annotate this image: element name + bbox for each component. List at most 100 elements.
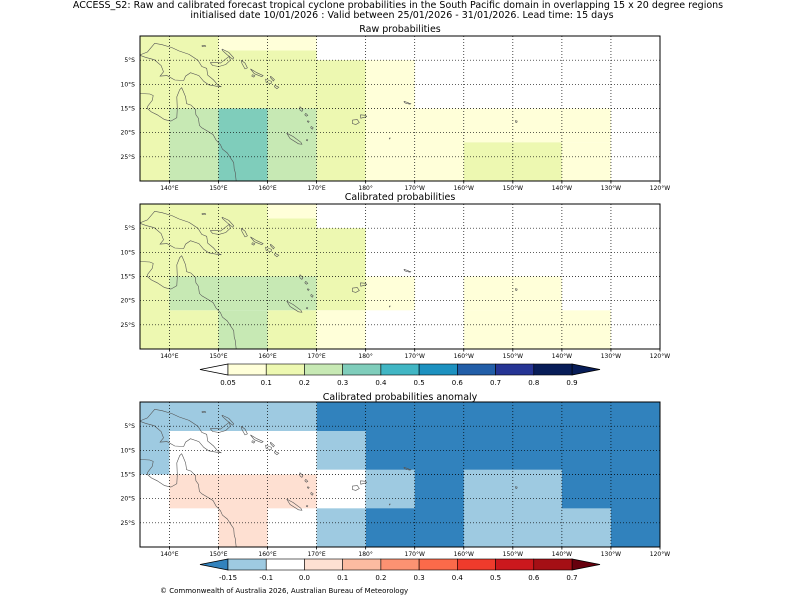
copyright-text: © Commonwealth of Australia 2026, Austra… bbox=[160, 587, 408, 595]
x-tick-label-9: 130°W bbox=[601, 185, 621, 192]
coastline-0 bbox=[140, 453, 237, 547]
colorbar-swatch-7 bbox=[495, 363, 535, 376]
colorbar-anomaly: -0.15 -0.1 0.0 0.1 0.2 0.3 0.4 0.5 0.6 0.7 bbox=[199, 558, 601, 582]
x-tick-label-7: 150°W bbox=[503, 551, 523, 558]
coastline-9 bbox=[274, 451, 280, 456]
grid-cell-4 bbox=[267, 474, 317, 509]
coastline-15 bbox=[286, 300, 303, 313]
grid-cell-8 bbox=[316, 60, 366, 181]
y-tick-label-2: 15°S bbox=[121, 472, 136, 479]
grid-cell-13 bbox=[463, 142, 562, 181]
colorbar-swatch-5 bbox=[418, 363, 458, 376]
x-tick-label-1: 150°E bbox=[209, 353, 227, 360]
grid-cell-5 bbox=[218, 36, 317, 51]
coastline-3 bbox=[221, 414, 235, 426]
x-tick-label-8: 140°W bbox=[552, 551, 572, 558]
colorbar-swatch-1 bbox=[265, 558, 305, 571]
coastline-4 bbox=[201, 45, 207, 47]
x-tick-label-4: 180° bbox=[358, 551, 372, 558]
x-tick-label-1: 150°E bbox=[209, 185, 227, 192]
coastline-10 bbox=[251, 440, 256, 444]
y-tick-label-0: 5°S bbox=[124, 423, 135, 430]
x-tick-label-3: 170°E bbox=[307, 353, 325, 360]
x-tick-label-9: 130°W bbox=[601, 353, 621, 360]
colorbar-swatch-6 bbox=[457, 363, 496, 376]
coastline-2 bbox=[209, 421, 231, 433]
suptitle-line2: initialised date 10/01/2026 : Valid betw… bbox=[190, 10, 613, 21]
x-tick-label-6: 160°W bbox=[454, 551, 474, 558]
y-tick-label-0: 5°S bbox=[124, 57, 135, 64]
suptitle-line1: ACCESS_S2: Raw and calibrated forecast t… bbox=[73, 0, 723, 11]
x-tick-label-7: 150°W bbox=[503, 353, 523, 360]
grid-cell-0 bbox=[140, 36, 170, 181]
grid-cell-12 bbox=[463, 276, 562, 311]
colorbar-under-extend bbox=[199, 363, 229, 376]
grid-cell-2 bbox=[169, 276, 268, 311]
coastline-7 bbox=[265, 78, 272, 85]
coastline-6 bbox=[250, 434, 264, 443]
colorbar-swatch-8 bbox=[533, 363, 573, 376]
y-tick-label-0: 5°S bbox=[124, 225, 135, 232]
x-tick-label-10: 120°W bbox=[650, 551, 670, 558]
coastline-12 bbox=[304, 281, 309, 285]
x-tick-label-3: 170°E bbox=[307, 185, 325, 192]
coastline-0 bbox=[140, 87, 237, 181]
coastline-8 bbox=[270, 243, 275, 250]
panel-anomaly-title: Calibrated probabilities anomaly bbox=[323, 392, 478, 403]
grid-cell-11 bbox=[365, 276, 415, 311]
coastline-5 bbox=[240, 59, 248, 70]
colorbar-over-extend bbox=[571, 363, 601, 376]
x-tick-label-5: 170°W bbox=[405, 185, 425, 192]
panel-raw: 140°E 150°E 160°E 170°E 180° 170°W 160°W 150°W 1… bbox=[121, 35, 670, 192]
grid-cell-10 bbox=[463, 469, 562, 547]
y-tick-label-2: 15°S bbox=[121, 274, 136, 281]
coastline-6 bbox=[250, 236, 264, 245]
grid-cell-1 bbox=[169, 36, 219, 109]
grid-cell-4 bbox=[218, 310, 268, 349]
grid-cell-2 bbox=[169, 108, 219, 181]
coastline-2 bbox=[209, 55, 231, 67]
colorbar-tick-label-0: 0.05 bbox=[220, 379, 236, 387]
coastline-18 bbox=[360, 114, 368, 119]
x-tick-label-6: 160°W bbox=[454, 353, 474, 360]
panel-calibrated-title: Calibrated probabilities bbox=[345, 192, 456, 203]
colorbar-tick-label-1: -0.1 bbox=[259, 574, 273, 582]
x-tick-label-2: 160°E bbox=[258, 353, 276, 360]
coastline-16 bbox=[305, 307, 309, 310]
coastline-16 bbox=[305, 139, 309, 142]
grid-cell-8 bbox=[267, 310, 317, 349]
colorbar-tick-label-7: 0.7 bbox=[490, 379, 501, 387]
grid-cell-6 bbox=[267, 50, 317, 109]
colorbar-tick-label-6: 0.6 bbox=[452, 379, 464, 387]
coastline-20 bbox=[408, 102, 412, 105]
colorbar-swatch-0 bbox=[227, 558, 267, 571]
x-tick-label-7: 150°W bbox=[503, 185, 523, 192]
coastline-11 bbox=[299, 106, 304, 112]
x-tick-label-5: 170°W bbox=[405, 353, 425, 360]
panel-frame bbox=[139, 401, 661, 548]
coastline-17 bbox=[352, 119, 360, 125]
coastline-13 bbox=[306, 120, 310, 123]
coastline-15 bbox=[286, 498, 303, 511]
colorbar-swatch-3 bbox=[342, 363, 382, 376]
panel-calibrated: 140°E 150°E 160°E 170°E 180° 170°W 160°W 150°W 1… bbox=[121, 203, 670, 360]
coastline-8 bbox=[270, 441, 275, 448]
grid-cell-1 bbox=[140, 431, 170, 475]
y-tick-label-1: 10°S bbox=[121, 81, 136, 88]
coastline-1 bbox=[140, 210, 222, 256]
grid-cell-7 bbox=[267, 108, 317, 181]
grid-cell-14 bbox=[561, 142, 611, 181]
x-tick-label-6: 160°W bbox=[454, 185, 474, 192]
grid-cell-7 bbox=[267, 276, 317, 311]
x-tick-label-2: 160°E bbox=[258, 185, 276, 192]
coastline-0 bbox=[140, 255, 237, 349]
grid-cell-2 bbox=[169, 474, 219, 509]
coastline-12 bbox=[304, 113, 309, 117]
grid-cell-9 bbox=[316, 228, 366, 311]
grid-cell-12 bbox=[463, 108, 611, 143]
coastline-4 bbox=[201, 411, 207, 413]
colorbar-probabilities: 0.05 0.1 0.2 0.3 0.4 0.5 0.6 0.7 0.8 0.9 bbox=[199, 363, 601, 387]
coastline-16 bbox=[305, 505, 309, 508]
coastline-10 bbox=[251, 74, 256, 78]
coastline-12 bbox=[304, 479, 309, 483]
